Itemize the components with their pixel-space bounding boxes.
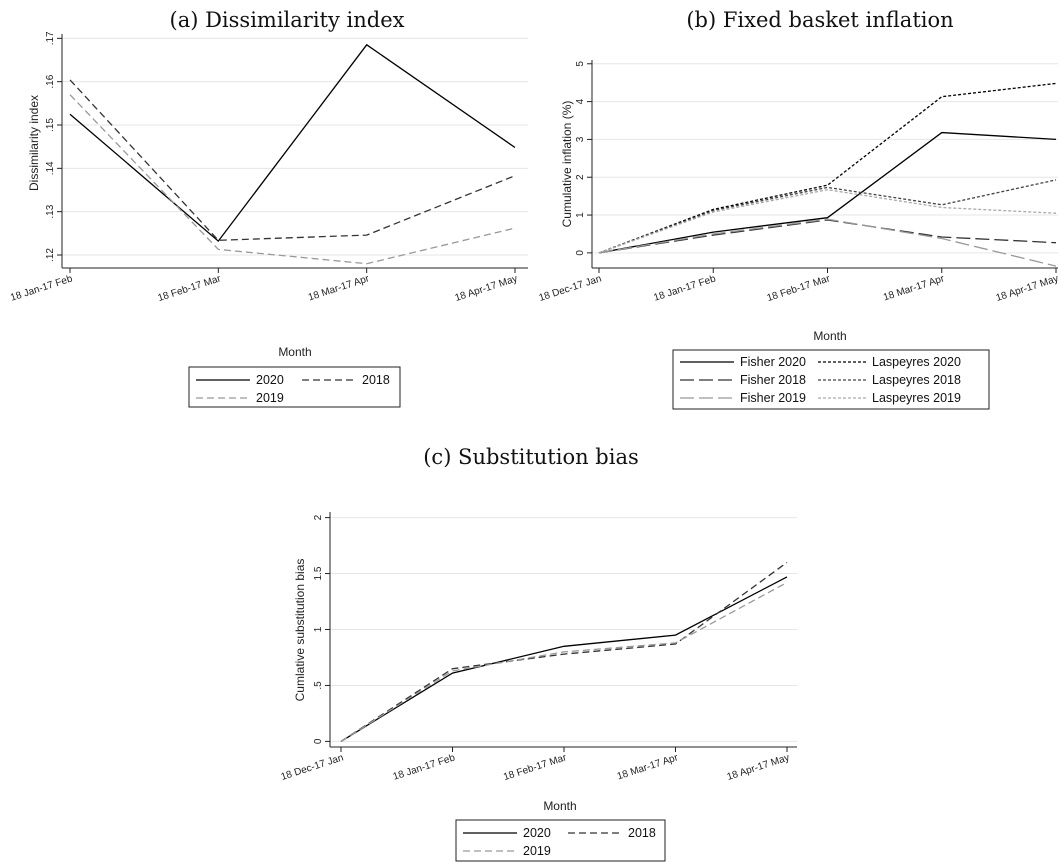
panel-a-ytick-label: .13: [45, 204, 56, 218]
panel-a: (a) Dissimilarity index Dissimilarity in…: [9, 8, 528, 408]
panel-b-ytick-label: 5: [575, 61, 586, 67]
panel-c-ylabel: Cumlative substitution bias: [293, 559, 307, 702]
panel-a-ytick-label: .16: [45, 74, 56, 88]
panel-a-ytick-label: .12: [45, 248, 56, 262]
legend-b-label-fisher-2018: Fisher 2018: [740, 373, 806, 387]
panel-c-title: (c) Substitution bias: [423, 445, 639, 469]
legend-a-label-2020: 2020: [256, 373, 284, 387]
panel-b-xtick-label: 18 Mar-17 Apr: [882, 273, 946, 303]
panel-b-ytick-label: 2: [575, 174, 586, 180]
panel-a-ytick-label: .14: [45, 161, 56, 175]
panel-c-ytick-label: 1: [313, 626, 324, 632]
panel-b-xtick-label: 18 Jan-17 Feb: [652, 273, 717, 304]
panel-b-series-laspeyres-2019: [598, 189, 1057, 254]
panel-c-xtick-label: 18 Feb-17 Mar: [502, 752, 568, 783]
panel-b-plot: 0 1 2 3 4 5 18 Dec-17 Jan 18 Jan-17 Feb 18 Feb-1…: [538, 60, 1060, 304]
panel-c-ytick-label: 0: [313, 738, 324, 744]
panel-b-series-fisher-2018: [598, 219, 1057, 254]
panel-a-series-2020: [69, 43, 516, 243]
panel-c-series-2019: [340, 581, 788, 742]
panel-b-series-laspeyres-2020: [598, 82, 1057, 254]
panel-b-ylabel: Cumulative inflation (%): [560, 101, 574, 228]
panel-a-title: (a) Dissimilarity index: [170, 8, 405, 32]
panel-c-ytick-label: .5: [313, 681, 324, 690]
panel-b-xtick-label: 18 Feb-17 Mar: [766, 273, 832, 304]
legend-b-label-fisher-2020: Fisher 2020: [740, 355, 806, 369]
panel-b-legend: Fisher 2020 Fisher 2018 Fisher 2019 Lasp…: [672, 349, 990, 410]
legend-a-label-2019: 2019: [256, 391, 284, 405]
panel-b-series-fisher-2020: [598, 131, 1057, 254]
panel-c-legend: 2020 2018 2019: [455, 819, 666, 862]
legend-b-label-laspeyres-2020: Laspeyres 2020: [872, 355, 961, 369]
panel-c-xtick-label: 18 Dec-17 Jan: [280, 752, 345, 783]
panel-b-title: (b) Fixed basket inflation: [686, 8, 953, 32]
panel-a-legend: 2020 2018 2019: [188, 366, 401, 408]
panel-b-ytick-label: 1: [575, 212, 586, 218]
legend-b-label-laspeyres-2018: Laspeyres 2018: [872, 373, 961, 387]
legend-c-label-2019: 2019: [523, 844, 551, 858]
panel-c-plot: 0 .5 1 1.5 2 18 Dec-17 Jan 18 Jan-17 Feb 18 Feb…: [280, 512, 797, 783]
panel-a-ylabel: Dissimilarity index: [27, 95, 41, 191]
panel-a-xtick-label: 18 Mar-17 Apr: [307, 273, 371, 303]
panel-c-xtick-label: 18 Apr-17 May: [726, 752, 791, 783]
panel-a-series-2018: [69, 79, 516, 241]
panel-b-ytick-label: 3: [575, 136, 586, 142]
panel-c-legend-box: [455, 819, 666, 862]
panel-a-ytick-label: .15: [45, 118, 56, 132]
panel-b: (b) Fixed basket inflation Cumulative in…: [538, 8, 1060, 410]
panel-a-ytick-label: .17: [45, 31, 56, 45]
panel-a-xtick-label: 18 Apr-17 May: [454, 273, 519, 304]
panel-b-series-laspeyres-2018: [598, 179, 1057, 254]
panel-c-ytick-label: 1.5: [313, 566, 324, 580]
legend-c-label-2020: 2020: [523, 826, 551, 840]
panel-b-ytick-label: 0: [575, 250, 586, 256]
panel-a-xtick-label: 18 Jan-17 Feb: [9, 273, 74, 304]
panel-a-xtick-label: 18 Feb-17 Mar: [156, 273, 222, 304]
panel-a-series-2019: [69, 94, 516, 265]
legend-c-label-2018: 2018: [628, 826, 656, 840]
panel-b-xtick-label: 18 Apr-17 May: [995, 273, 1060, 304]
legend-b-label-fisher-2019: Fisher 2019: [740, 391, 806, 405]
panel-c-xtick-label: 18 Jan-17 Feb: [392, 752, 457, 783]
panel-b-series-fisher-2019: [598, 218, 1057, 267]
panel-b-ytick-label: 4: [575, 98, 586, 104]
panel-b-xtick-label: 18 Dec-17 Jan: [538, 273, 603, 304]
panel-a-xlabel: Month: [278, 345, 311, 359]
panel-a-plot: .12 .13 .14 .15 .16 .17 18 Jan-17 Feb 18 Feb-17…: [9, 31, 528, 304]
panel-c: (c) Substitution bias Cumlative substitu…: [280, 445, 797, 862]
panel-c-series-2018: [340, 561, 788, 742]
panel-c-xlabel: Month: [543, 799, 576, 813]
panel-c-xtick-label: 18 Mar-17 Apr: [616, 752, 680, 782]
legend-a-label-2018: 2018: [362, 373, 390, 387]
panel-c-series-2020: [340, 576, 788, 742]
panel-c-ytick-label: 2: [313, 514, 324, 520]
panel-a-legend-box: [188, 366, 401, 408]
legend-b-label-laspeyres-2019: Laspeyres 2019: [872, 391, 961, 405]
panel-b-xlabel: Month: [813, 329, 846, 343]
